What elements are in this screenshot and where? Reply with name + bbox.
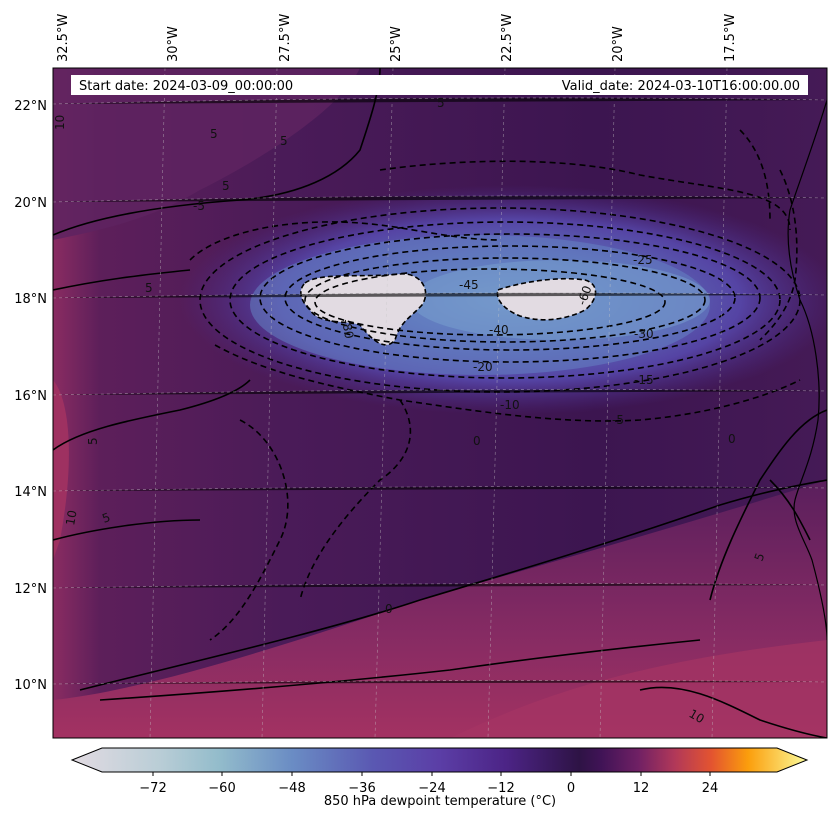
colorbar-tick-label: −24 (418, 781, 445, 796)
contour-label: -15 (634, 373, 654, 387)
lat-tick-label: 16°N (14, 389, 47, 404)
longitude-ticks: 32.5°W 30°W 27.5°W 25°W 22.5°W 20°W 17.5… (56, 14, 738, 62)
contour-label: 5 (86, 437, 100, 445)
contour-label: -80 (339, 318, 356, 340)
contour-label: 5 (280, 134, 288, 148)
lon-tick-label: 22.5°W (500, 14, 515, 62)
contour-label: 10 (687, 706, 707, 726)
contour-label: 5 (752, 551, 768, 563)
lon-tick-label: 20°W (611, 26, 626, 62)
map-panel (53, 68, 827, 738)
lat-tick-label: 22°N (14, 99, 47, 114)
contour-label: -40 (489, 323, 509, 337)
contour-label: -60 (575, 284, 595, 307)
contour-label: -5 (193, 199, 205, 213)
colorbar-tick-label: −12 (487, 781, 514, 796)
colorbar-tick-label: 12 (633, 781, 650, 796)
contour-label: 5 (210, 127, 218, 141)
contour-label: 5 (100, 510, 112, 526)
lon-tick-label: 30°W (166, 26, 181, 62)
colorbar: −72 −60 −48 −36 −24 −12 0 12 24 850 hPa … (70, 747, 809, 809)
colorbar-tick-label: −48 (278, 781, 305, 796)
latitude-ticks: 22°N 20°N 18°N 16°N 14°N 12°N 10°N (14, 99, 47, 693)
contour-label: -10 (500, 398, 520, 412)
valid-date-label: Valid_date: 2024-03-10T16:00:00.00 (562, 79, 800, 94)
lon-tick-label: 25°W (389, 26, 404, 62)
contour-label: 10 (53, 115, 67, 130)
contour-label: 0 (473, 434, 481, 448)
colorbar-tick-label: 0 (567, 781, 575, 796)
colorbar-label: 850 hPa dewpoint temperature (°C) (324, 794, 556, 809)
contour-label: -30 (634, 327, 654, 341)
contour-label: -45 (459, 278, 479, 292)
contour-label: -25 (633, 253, 653, 267)
colorbar-tick-label: −60 (208, 781, 235, 796)
lat-tick-label: 14°N (14, 485, 47, 500)
contour-label: 5 (222, 179, 230, 193)
colorbar-tick-label: −36 (348, 781, 375, 796)
contour-label: 5 (145, 281, 153, 295)
contour-label: -5 (612, 413, 624, 427)
contour-label: 5 (437, 96, 445, 110)
lat-tick-label: 12°N (14, 582, 47, 597)
lon-tick-label: 17.5°W (723, 14, 738, 62)
colorbar-tick-label: 24 (702, 781, 719, 796)
lon-tick-label: 32.5°W (56, 14, 71, 62)
date-header-box (71, 75, 808, 95)
map-frame (52, 67, 828, 739)
colorbar-tick-label: −72 (139, 781, 166, 796)
lat-tick-label: 10°N (14, 678, 47, 693)
contour-labels: -25 -30 -15 -40 -45 -20 -10 -5 -5 -5 -80… (53, 96, 767, 726)
lon-tick-label: 27.5°W (278, 14, 293, 62)
contour-label: 10 (63, 509, 79, 526)
lat-tick-label: 18°N (14, 292, 47, 307)
lat-tick-label: 20°N (14, 196, 47, 211)
contour-label: -20 (473, 360, 493, 374)
start-date-label: Start date: 2024-03-09_00:00:00 (79, 79, 293, 94)
contour-label: 0 (385, 602, 393, 616)
contour-label: 0 (728, 432, 736, 446)
